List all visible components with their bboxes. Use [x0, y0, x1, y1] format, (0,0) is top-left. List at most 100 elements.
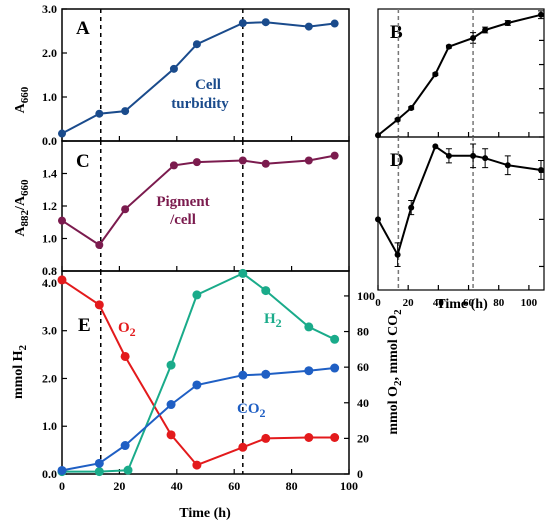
panel-a-ylabel: A660 — [13, 86, 31, 113]
panel-d-series-point-1 — [394, 251, 401, 258]
panel-d-series-point-4 — [445, 152, 452, 159]
panel-e-series-o2-point-8 — [330, 432, 340, 442]
panel-e-series-co2-point-6 — [261, 369, 271, 379]
panel-c-y-ticklabel-0: 0.8 — [42, 264, 57, 278]
panel-d-x-ticklabel-4: 80 — [493, 297, 505, 309]
panel-a-series-point-8 — [330, 19, 339, 28]
panel-a-series-point-2 — [121, 107, 130, 116]
panel-d-series-point-8 — [537, 166, 544, 173]
panel-a-series-point-1 — [95, 109, 104, 118]
panel-c-series-point-0 — [58, 216, 66, 225]
panel-e-yright-ticklabel-1: 20 — [357, 431, 369, 445]
panel-e-series-co2-point-7 — [304, 366, 314, 376]
panel-a-series-point-3 — [169, 64, 178, 73]
panel-d-series-point-3 — [432, 143, 439, 150]
panel-c-series-point-8 — [330, 151, 339, 160]
panel-e-series-co2-point-0 — [57, 465, 67, 475]
panel-e-series-co2-point-1 — [94, 458, 104, 468]
panel-b-series-point-4 — [445, 43, 452, 50]
panel-e-x-ticklabel-3: 60 — [228, 479, 240, 493]
panel-c-y-ticklabel-1: 1.0 — [42, 232, 57, 246]
panel-e-series-co2-point-3 — [166, 400, 176, 410]
panel-e-series-h2-point-4 — [192, 290, 202, 300]
panel-c-series-point-1 — [95, 241, 104, 249]
panel-c-series-point-6 — [261, 159, 270, 168]
panel-e-yleft-ticklabel-4: 4.0 — [42, 276, 57, 290]
panel-d-x-ticklabel-5: 100 — [521, 297, 538, 309]
panel-e-series-h2-point-8 — [330, 334, 340, 344]
panel-e-series-o2-point-6 — [261, 433, 271, 443]
panel-e-xlabel: Time (h) — [179, 506, 231, 521]
panel-d-frame — [377, 136, 545, 291]
panel-e-yleft-ticklabel-1: 1.0 — [42, 419, 57, 433]
panel-e-series-o2-point-2 — [120, 351, 130, 361]
panel-e-series-co2-point-2 — [120, 441, 130, 451]
panel-e-yright-ticklabel-4: 80 — [357, 325, 369, 339]
panel-a: A A660 Cell turbidity 0.0 1.0 2.0 3.0 — [13, 2, 350, 148]
panel-d-x-ticklabel-3: 60 — [463, 297, 475, 309]
panel-b-letter: B — [390, 22, 403, 43]
panel-e-x-ticklabel-1: 20 — [113, 479, 125, 493]
panel-e-series-o2-point-0 — [57, 275, 67, 285]
panel-a-series-point-5 — [238, 19, 247, 28]
panel-d-letter: D — [390, 150, 404, 171]
panel-e-series-h2-point-2 — [123, 465, 133, 475]
panel-c-series-point-5 — [238, 156, 247, 165]
legend-co2: CO2 — [237, 401, 266, 420]
panel-c-series-point-7 — [304, 156, 313, 165]
panel-e: E mmol H2 mmol O2, mmol CO2 Time (h) O2 … — [11, 268, 404, 521]
panel-d-x-ticklabel-2: 40 — [433, 297, 445, 309]
panel-e-frame — [61, 270, 350, 475]
panel-a-annotation-line2: turbidity — [171, 96, 229, 112]
panel-b-series-point-8 — [537, 11, 544, 18]
panel-c-ylabel: A882/A660 — [13, 179, 31, 237]
panel-c-y-ticklabel-3: 1.4 — [42, 167, 57, 181]
panel-b-series-point-3 — [432, 71, 439, 78]
panel-d-series-point-6 — [482, 155, 489, 162]
panel-e-series-o2-point-4 — [192, 460, 202, 470]
panel-c-annotation-line1: Pigment — [156, 194, 209, 210]
panel-c-series-point-4 — [192, 158, 201, 167]
panel-b-series-point-1 — [394, 116, 401, 123]
panel-c-series-point-3 — [169, 161, 178, 170]
panel-b-series-point-2 — [408, 105, 415, 112]
panel-b-series-point-7 — [504, 20, 511, 27]
panel-c-series-point-2 — [121, 205, 130, 214]
panel-a-series-point-7 — [304, 22, 313, 31]
panel-d-series-point-2 — [408, 204, 415, 211]
panel-d-series-point-0 — [375, 216, 381, 223]
panel-e-series-h2-point-1 — [94, 467, 104, 477]
panel-e-series-h2-point-3 — [166, 360, 176, 370]
legend-h2: H2 — [264, 311, 282, 330]
panel-a-letter: A — [76, 18, 90, 39]
panel-e-yright-ticklabel-0: 0 — [357, 467, 363, 481]
panel-a-series-point-6 — [261, 18, 270, 27]
panel-e-yright-ticklabel-5: 100 — [357, 289, 375, 303]
panel-b-series-point-6 — [482, 27, 489, 34]
panel-e-yright-ticklabel-2: 40 — [357, 396, 369, 410]
panel-e-x-ticklabel-0: 0 — [59, 479, 65, 493]
panel-a-series-point-4 — [192, 40, 201, 49]
panel-d: D Time (h) 0.81.01.2020406080100 — [375, 136, 545, 312]
panel-e-yleft-ticklabel-0: 0.0 — [42, 467, 57, 481]
panel-b: B 012345 — [375, 8, 545, 139]
panel-e-series-co2-point-4 — [192, 380, 202, 390]
panel-e-x-ticklabel-2: 40 — [171, 479, 183, 493]
panel-d-series-point-5 — [470, 152, 477, 159]
panel-c-annotation-line2: /cell — [169, 212, 196, 228]
panel-e-x-ticklabel-5: 100 — [340, 479, 358, 493]
panel-c-letter: C — [76, 151, 90, 172]
panel-a-series-point-0 — [58, 129, 66, 138]
panel-e-series-co2-point-8 — [330, 363, 340, 373]
panel-d-xlabel: Time (h) — [436, 297, 488, 312]
panel-c-y-ticklabel-2: 1.2 — [42, 199, 57, 213]
panel-e-x-ticklabel-4: 80 — [286, 479, 298, 493]
panel-b-series-point-5 — [470, 34, 477, 41]
panel-e-ylabel: mmol H2 — [11, 344, 29, 399]
panel-d-series-point-7 — [504, 162, 511, 169]
panel-e-yleft-ticklabel-2: 2.0 — [42, 371, 57, 385]
panel-c: C A882/A660 Pigment /cell 0.8 1.0 1.2 1.4 — [13, 140, 350, 278]
panel-e-yleft-ticklabel-3: 3.0 — [42, 324, 57, 338]
panel-a-annotation-line1: Cell — [195, 77, 221, 93]
